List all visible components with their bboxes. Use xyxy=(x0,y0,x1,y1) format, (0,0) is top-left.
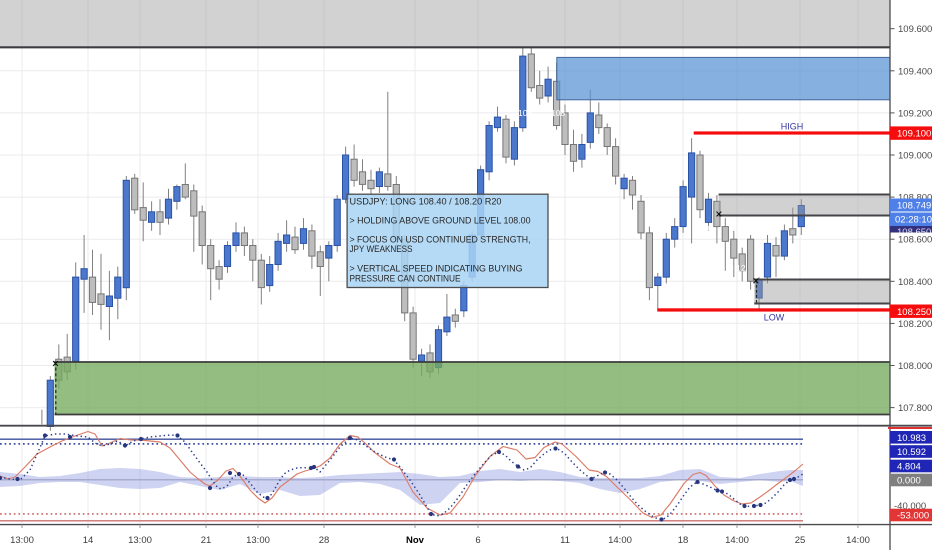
svg-text:28: 28 xyxy=(319,535,330,546)
svg-text:6: 6 xyxy=(475,535,480,546)
svg-text:USDJPY: LONG 108.40 / 108.20 R: USDJPY: LONG 108.40 / 108.20 R20 xyxy=(350,196,502,206)
svg-text:0 0-0 0: 0 0-0 0 xyxy=(686,223,713,233)
svg-text:109.000: 109.000 xyxy=(898,151,932,162)
svg-text:108.749: 108.749 xyxy=(897,200,931,211)
svg-text:18: 18 xyxy=(678,535,689,546)
svg-text:109.100: 109.100 xyxy=(897,129,931,140)
svg-text:108: 108 xyxy=(518,108,532,118)
svg-text:109.400: 109.400 xyxy=(898,66,932,77)
svg-text:02:28:10: 02:28:10 xyxy=(895,215,932,226)
svg-text:107.800: 107.800 xyxy=(898,403,932,414)
svg-text:9 12: 9 12 xyxy=(729,263,746,273)
svg-text:108: 108 xyxy=(551,108,565,118)
svg-text:13:00: 13:00 xyxy=(128,535,152,546)
svg-text:11: 11 xyxy=(560,535,570,546)
svg-text:> VERTICAL SPEED INDICATING BU: > VERTICAL SPEED INDICATING BUYING xyxy=(350,264,523,274)
svg-text:108.200: 108.200 xyxy=(898,319,932,330)
svg-text:108.400: 108.400 xyxy=(898,277,932,288)
svg-text:109.200: 109.200 xyxy=(898,108,932,119)
svg-text:108.000: 108.000 xyxy=(898,361,932,372)
svg-text:HIGH: HIGH xyxy=(781,122,804,132)
svg-text:PRESSURE CAN CONTINUE: PRESSURE CAN CONTINUE xyxy=(350,274,461,284)
svg-text:0.000: 0.000 xyxy=(897,476,921,487)
svg-text:> FOCUS ON USD CONTINUED STREN: > FOCUS ON USD CONTINUED STRENGTH, xyxy=(350,235,531,245)
svg-text:LOW: LOW xyxy=(764,313,785,323)
svg-text:JPY WEAKNESS: JPY WEAKNESS xyxy=(350,244,413,254)
svg-text:14:00: 14:00 xyxy=(846,535,870,546)
svg-text:Nov: Nov xyxy=(406,535,425,546)
svg-text:109.600: 109.600 xyxy=(898,24,932,35)
svg-text:21: 21 xyxy=(201,535,212,546)
svg-text:108.600: 108.600 xyxy=(898,235,932,246)
svg-text:25: 25 xyxy=(795,535,806,546)
svg-text:13:00: 13:00 xyxy=(246,535,270,546)
svg-text:14:00: 14:00 xyxy=(725,535,749,546)
svg-text:108.250: 108.250 xyxy=(897,307,931,318)
svg-text:108.650: 108.650 xyxy=(897,227,931,238)
svg-text:10.592: 10.592 xyxy=(897,447,926,458)
svg-text:14: 14 xyxy=(83,535,94,546)
svg-text:10.983: 10.983 xyxy=(897,433,926,444)
svg-text:14:00: 14:00 xyxy=(608,535,632,546)
svg-text:4.804: 4.804 xyxy=(897,462,921,473)
svg-text:-40.000: -40.000 xyxy=(894,501,926,512)
svg-text:108.800: 108.800 xyxy=(898,193,932,204)
svg-text:-53.000: -53.000 xyxy=(897,511,929,522)
svg-text:> HOLDING ABOVE GROUND LEVEL 1: > HOLDING ABOVE GROUND LEVEL 108.00 xyxy=(350,215,531,225)
svg-text:13:00: 13:00 xyxy=(10,535,34,546)
